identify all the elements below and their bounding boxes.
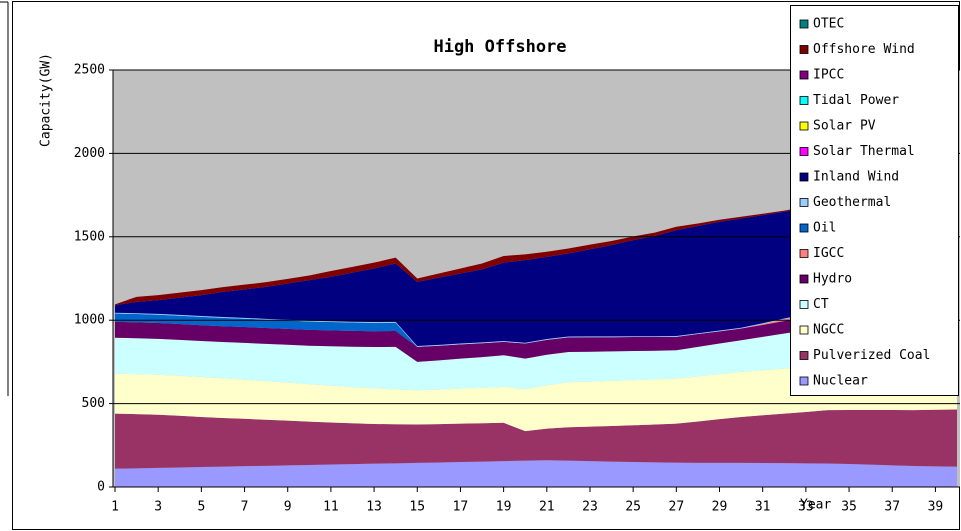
legend-swatch — [799, 198, 809, 207]
legend-label: IPCC — [813, 68, 844, 83]
legend-box — [790, 5, 959, 396]
legend-swatch — [799, 376, 809, 386]
y-tick-label: 1500 — [74, 229, 105, 244]
legend-swatch — [799, 147, 809, 156]
legend-label: Pulverized Coal — [813, 348, 930, 363]
legend-swatch — [799, 70, 809, 80]
x-tick-label: 31 — [755, 500, 771, 515]
y-tick-label: 2500 — [74, 63, 105, 78]
x-tick-label: 13 — [366, 500, 382, 515]
x-tick-label: 21 — [539, 500, 555, 515]
legend-swatch — [799, 300, 809, 309]
legend: OTEC Offshore Wind IPCC Tidal Power Solar PV… — [790, 5, 959, 396]
x-tick-label: 3 — [154, 500, 162, 515]
area — [115, 161, 957, 306]
legend-label: Solar PV — [813, 119, 876, 134]
area — [115, 409, 957, 469]
legend-label: Offshore Wind — [813, 42, 915, 57]
x-tick-label: 11 — [323, 500, 339, 515]
x-tick-label: 27 — [669, 500, 685, 515]
y-axis-label: Capacity(GW) — [39, 53, 54, 147]
x-tick-label: 33 — [798, 500, 814, 515]
legend-swatch — [799, 274, 809, 284]
legend-swatch — [799, 249, 809, 258]
legend-label: Tidal Power — [813, 93, 899, 108]
x-tick-label: 35 — [841, 500, 857, 515]
legend-label: Hydro — [813, 272, 852, 287]
legend-swatch — [799, 325, 809, 335]
y-tick-label: 500 — [82, 396, 105, 411]
x-tick-label: 29 — [712, 500, 728, 515]
x-tick-label: 23 — [582, 500, 598, 515]
legend-label: NGCC — [813, 323, 844, 338]
x-tick-label: 37 — [884, 500, 900, 515]
area — [115, 306, 957, 362]
legend-swatch — [799, 351, 809, 360]
x-tick-label: 9 — [284, 500, 292, 515]
legend-label: Oil — [813, 221, 836, 236]
x-tick-label: 17 — [453, 500, 469, 515]
legend-label: Solar Thermal — [813, 144, 915, 159]
x-tick-label: 25 — [625, 500, 641, 515]
x-tick-label: 15 — [409, 500, 425, 515]
legend-label: Geothermal — [813, 195, 891, 210]
legend-label: IGCC — [813, 246, 844, 261]
legend-swatch — [799, 19, 809, 29]
legend-label: OTEC — [813, 17, 844, 32]
legend-swatch — [799, 223, 809, 233]
area — [115, 362, 957, 432]
y-tick-label: 1000 — [74, 313, 105, 328]
x-tick-label: 19 — [496, 500, 512, 515]
x-axis-label: Year — [800, 498, 831, 513]
chart-title: High Offshore — [433, 37, 566, 57]
legend-swatch — [799, 121, 809, 131]
legend-swatch — [799, 45, 809, 54]
x-tick-label: 1 — [111, 500, 119, 515]
y-tick-label: 0 — [97, 480, 105, 495]
area — [115, 318, 957, 391]
legend-swatch — [799, 96, 809, 105]
area — [115, 460, 957, 487]
area — [115, 301, 957, 347]
legend-label: CT — [813, 297, 829, 312]
y-tick-label: 2000 — [74, 146, 105, 161]
x-tick-label: 7 — [241, 500, 249, 515]
x-tick-label: 5 — [197, 500, 205, 515]
legend-label: Nuclear — [813, 374, 868, 389]
area — [115, 195, 957, 347]
legend-swatch — [799, 172, 809, 182]
x-tick-label: 39 — [928, 500, 944, 515]
legend-label: Inland Wind — [813, 170, 899, 185]
